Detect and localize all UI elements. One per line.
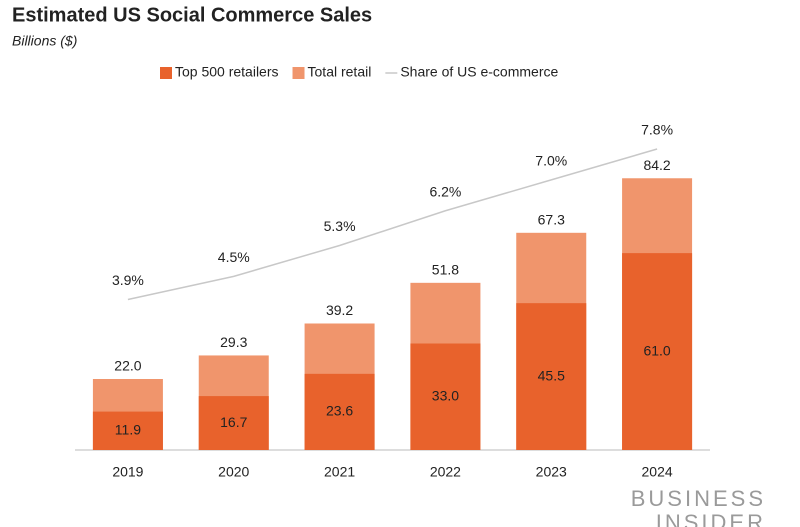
brand: BUSINESS <box>631 486 766 511</box>
bar <box>198 396 269 450</box>
x-tick-label: 2020 <box>218 464 249 480</box>
bar <box>410 343 481 450</box>
line-label: 6.2% <box>429 183 461 199</box>
data-label: 29.3 <box>220 334 247 350</box>
line-label: 7.8% <box>641 122 673 138</box>
bar <box>516 303 587 450</box>
data-label: 16.7 <box>220 414 247 430</box>
data-label: 45.5 <box>538 367 565 383</box>
data-label: 33.0 <box>432 387 459 403</box>
bar <box>304 373 375 450</box>
line-label: 7.0% <box>535 153 567 169</box>
bar <box>622 253 693 450</box>
line <box>127 148 658 301</box>
x-tick-label: 2024 <box>642 464 673 480</box>
data-label: 67.3 <box>538 212 565 228</box>
data-label: 23.6 <box>326 403 353 419</box>
x-tick-label: 2022 <box>430 464 461 480</box>
x-tick-label: 2021 <box>324 464 355 480</box>
data-label: 39.2 <box>326 302 353 318</box>
data-label: 61.0 <box>643 342 670 358</box>
line-label: 3.9% <box>112 272 144 288</box>
x-tick-label: 2023 <box>536 464 567 480</box>
data-label: 84.2 <box>643 157 670 173</box>
data-label: 22.0 <box>114 358 141 374</box>
line-label: 4.5% <box>218 249 250 265</box>
legend-label: Top 500 retailers <box>175 64 279 80</box>
chart-title: Estimated US Social Commerce Sales <box>12 4 372 26</box>
data-label: 51.8 <box>432 262 459 278</box>
legend-label: Share of US e-commerce <box>400 64 558 80</box>
bar <box>92 411 163 450</box>
legend-swatch <box>292 67 305 79</box>
legend-label: Total retail <box>308 64 372 80</box>
legend-swatch <box>160 67 172 79</box>
brand: INSIDER <box>656 510 766 527</box>
line-label: 5.3% <box>324 218 356 234</box>
data-label: 11.9 <box>115 422 141 438</box>
chart-subtitle: Billions ($) <box>12 33 77 49</box>
x-tick-label: 2019 <box>112 464 143 480</box>
